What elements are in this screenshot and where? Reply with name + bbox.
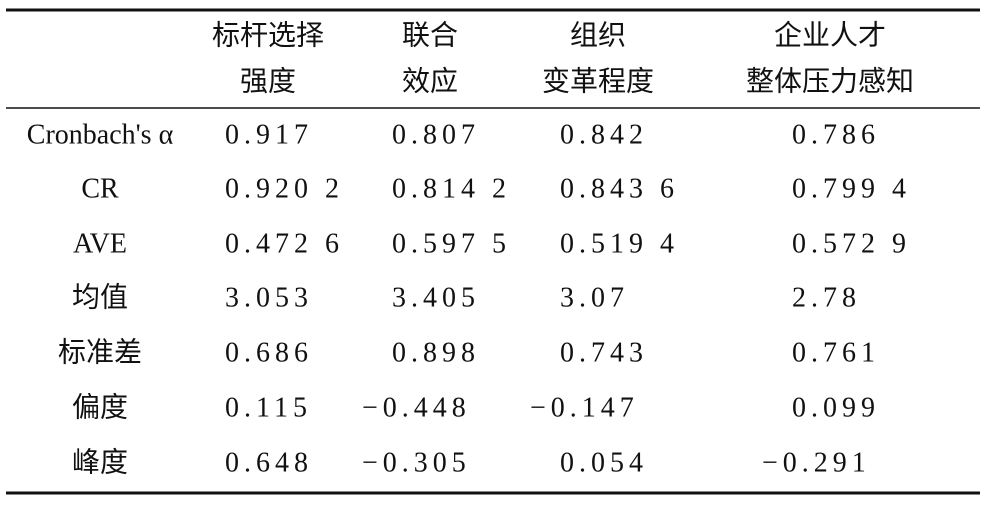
- row-label: 均值: [72, 281, 128, 313]
- cell-value: 0.686: [225, 337, 313, 368]
- row-label: Cronbach's α: [27, 119, 174, 150]
- cell-value: 0.842: [560, 119, 648, 150]
- cell-value: 0.472 6: [225, 228, 344, 259]
- cell-value: 0.597 5: [392, 228, 511, 259]
- column-header: 标杆选择: [212, 19, 324, 51]
- cell-value: 0.920 2: [225, 173, 344, 204]
- column-header: 组织: [570, 19, 626, 51]
- row-label: AVE: [73, 228, 127, 259]
- cell-value: −0.448: [362, 392, 471, 423]
- cell-value: 0.814 2: [392, 173, 511, 204]
- cell-value: −0.147: [530, 392, 639, 423]
- cell-value: 0.054: [560, 447, 648, 478]
- column-header: 联合: [402, 19, 458, 51]
- column-header: 变革程度: [542, 65, 654, 97]
- cell-value: 0.648: [225, 447, 313, 478]
- row-label: 标准差: [58, 336, 142, 368]
- cell-value: 0.743: [560, 337, 648, 368]
- cell-value: 0.572 9: [792, 228, 911, 259]
- column-header: 整体压力感知: [746, 65, 914, 97]
- cell-value: 0.519 4: [560, 228, 679, 259]
- cell-value: 0.115: [225, 392, 312, 423]
- row-label: 偏度: [72, 391, 128, 423]
- cell-value: 0.843 6: [560, 173, 679, 204]
- cell-value: 0.099: [792, 392, 880, 423]
- cell-value: −0.291: [762, 447, 871, 478]
- cell-value: 0.786: [792, 119, 880, 150]
- row-label: CR: [81, 173, 119, 204]
- column-header: 效应: [402, 65, 458, 97]
- cell-value: 3.053: [225, 282, 313, 313]
- cell-value: 0.807: [392, 119, 480, 150]
- cell-value: 0.799 4: [792, 173, 911, 204]
- column-header: 强度: [240, 65, 296, 97]
- cell-value: 3.07: [560, 282, 629, 313]
- cell-value: 0.917: [225, 119, 313, 150]
- cell-value: −0.305: [362, 447, 471, 478]
- row-label: 峰度: [72, 446, 128, 478]
- cell-value: 2.78: [792, 282, 861, 313]
- cell-value: 0.761: [792, 337, 880, 368]
- column-header: 企业人才: [774, 19, 886, 51]
- cell-value: 3.405: [392, 282, 480, 313]
- cell-value: 0.898: [392, 337, 480, 368]
